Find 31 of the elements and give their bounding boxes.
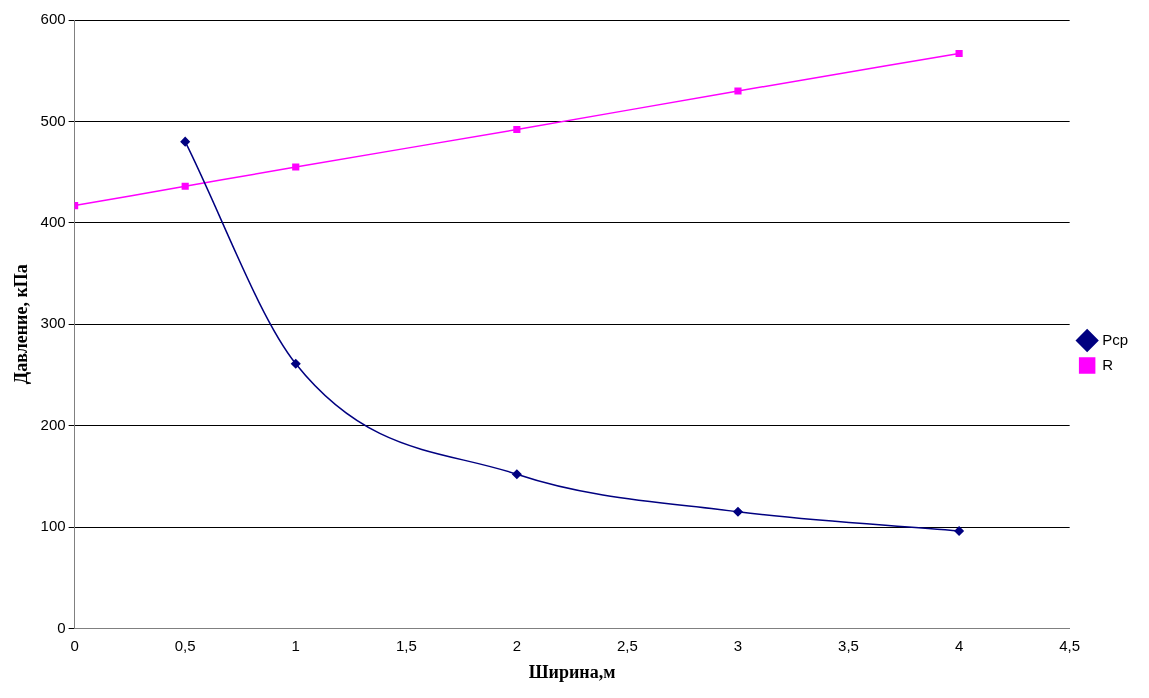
x-tick-label: 2 xyxy=(512,636,522,654)
legend-label: R xyxy=(1102,355,1114,373)
x-tick-label: 1,5 xyxy=(395,636,417,654)
y-tick-label: 300 xyxy=(40,314,66,332)
point xyxy=(513,125,521,134)
point xyxy=(292,163,300,171)
point xyxy=(733,507,743,517)
y-tick-label: 400 xyxy=(40,212,66,230)
y-tick-label: 500 xyxy=(40,111,66,129)
point xyxy=(290,359,301,369)
point xyxy=(512,469,522,480)
y-axis-title: Давление, кПа xyxy=(11,264,32,385)
x-tick-label: 4 xyxy=(954,636,964,654)
legend-label: Pср xyxy=(1102,330,1129,348)
x-tick-label: 1 xyxy=(291,636,300,654)
y-tick-label: 0 xyxy=(57,618,66,636)
point xyxy=(955,49,963,58)
x-tick-label: 3 xyxy=(733,636,743,654)
point xyxy=(180,136,190,147)
x-tick-label: 0 xyxy=(70,636,79,654)
point xyxy=(954,526,964,536)
y-tick-label: 600 xyxy=(40,10,66,28)
point xyxy=(181,182,189,190)
point xyxy=(734,87,742,95)
x-axis-title: Ширина,м xyxy=(528,661,616,682)
x-tick-label: 3,5 xyxy=(838,636,859,654)
x-tick-label: 0,5 xyxy=(174,636,196,654)
y-tick-label: 100 xyxy=(40,517,66,535)
x-tick-label: 4,5 xyxy=(1059,636,1081,654)
x-tick-label: 2,5 xyxy=(616,636,638,654)
y-tick-label: 200 xyxy=(40,415,66,433)
